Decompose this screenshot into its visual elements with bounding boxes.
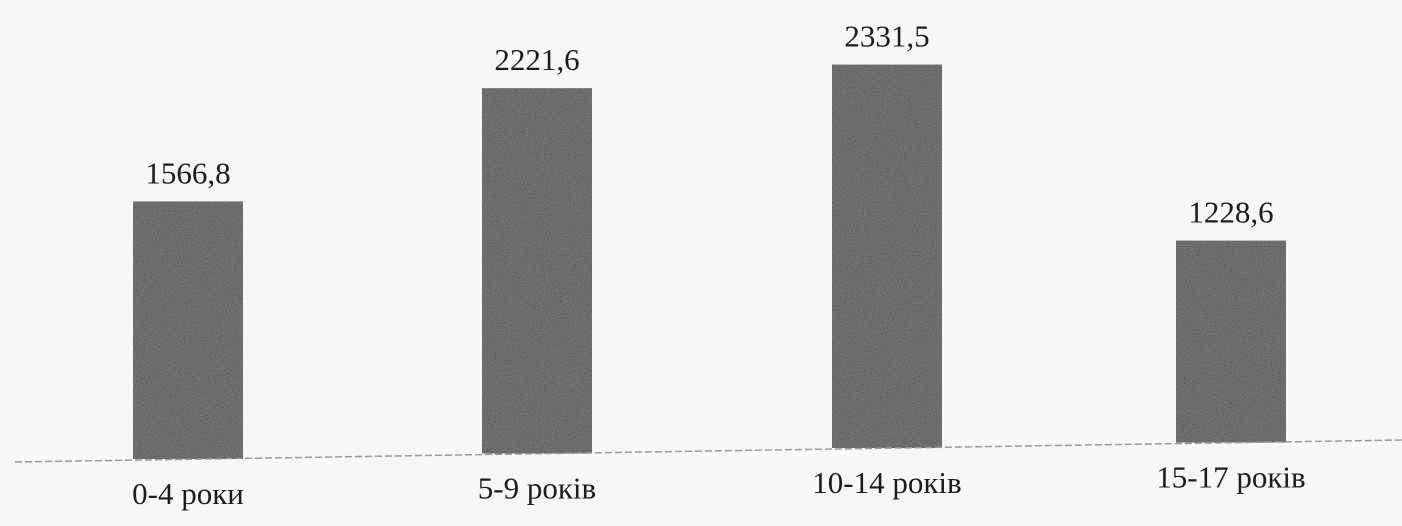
x-axis-line: [14, 439, 1402, 463]
x-tick-label-4: 15-17 років: [1156, 460, 1305, 495]
value-label-4: 1228,6: [1188, 195, 1273, 230]
x-tick-label-1: 0-4 роки: [132, 476, 244, 511]
bar-4: [1176, 240, 1286, 443]
x-tick-label-3: 10-14 років: [812, 465, 961, 500]
x-tick-labels-layer: 0-4 роки 5-9 років 10-14 років 15-17 років: [132, 460, 1306, 511]
bar-3: [832, 64, 942, 449]
bar-2: [482, 88, 592, 454]
value-label-3: 2331,5: [844, 19, 929, 54]
value-label-1: 1566,8: [145, 155, 230, 190]
bar-1: [133, 201, 243, 460]
value-label-2: 2221,6: [494, 42, 579, 77]
x-tick-label-2: 5-9 років: [478, 471, 596, 506]
bars-layer: [133, 64, 1286, 460]
value-labels-layer: 1566,8 2221,6 2331,5 1228,6: [145, 19, 1273, 230]
